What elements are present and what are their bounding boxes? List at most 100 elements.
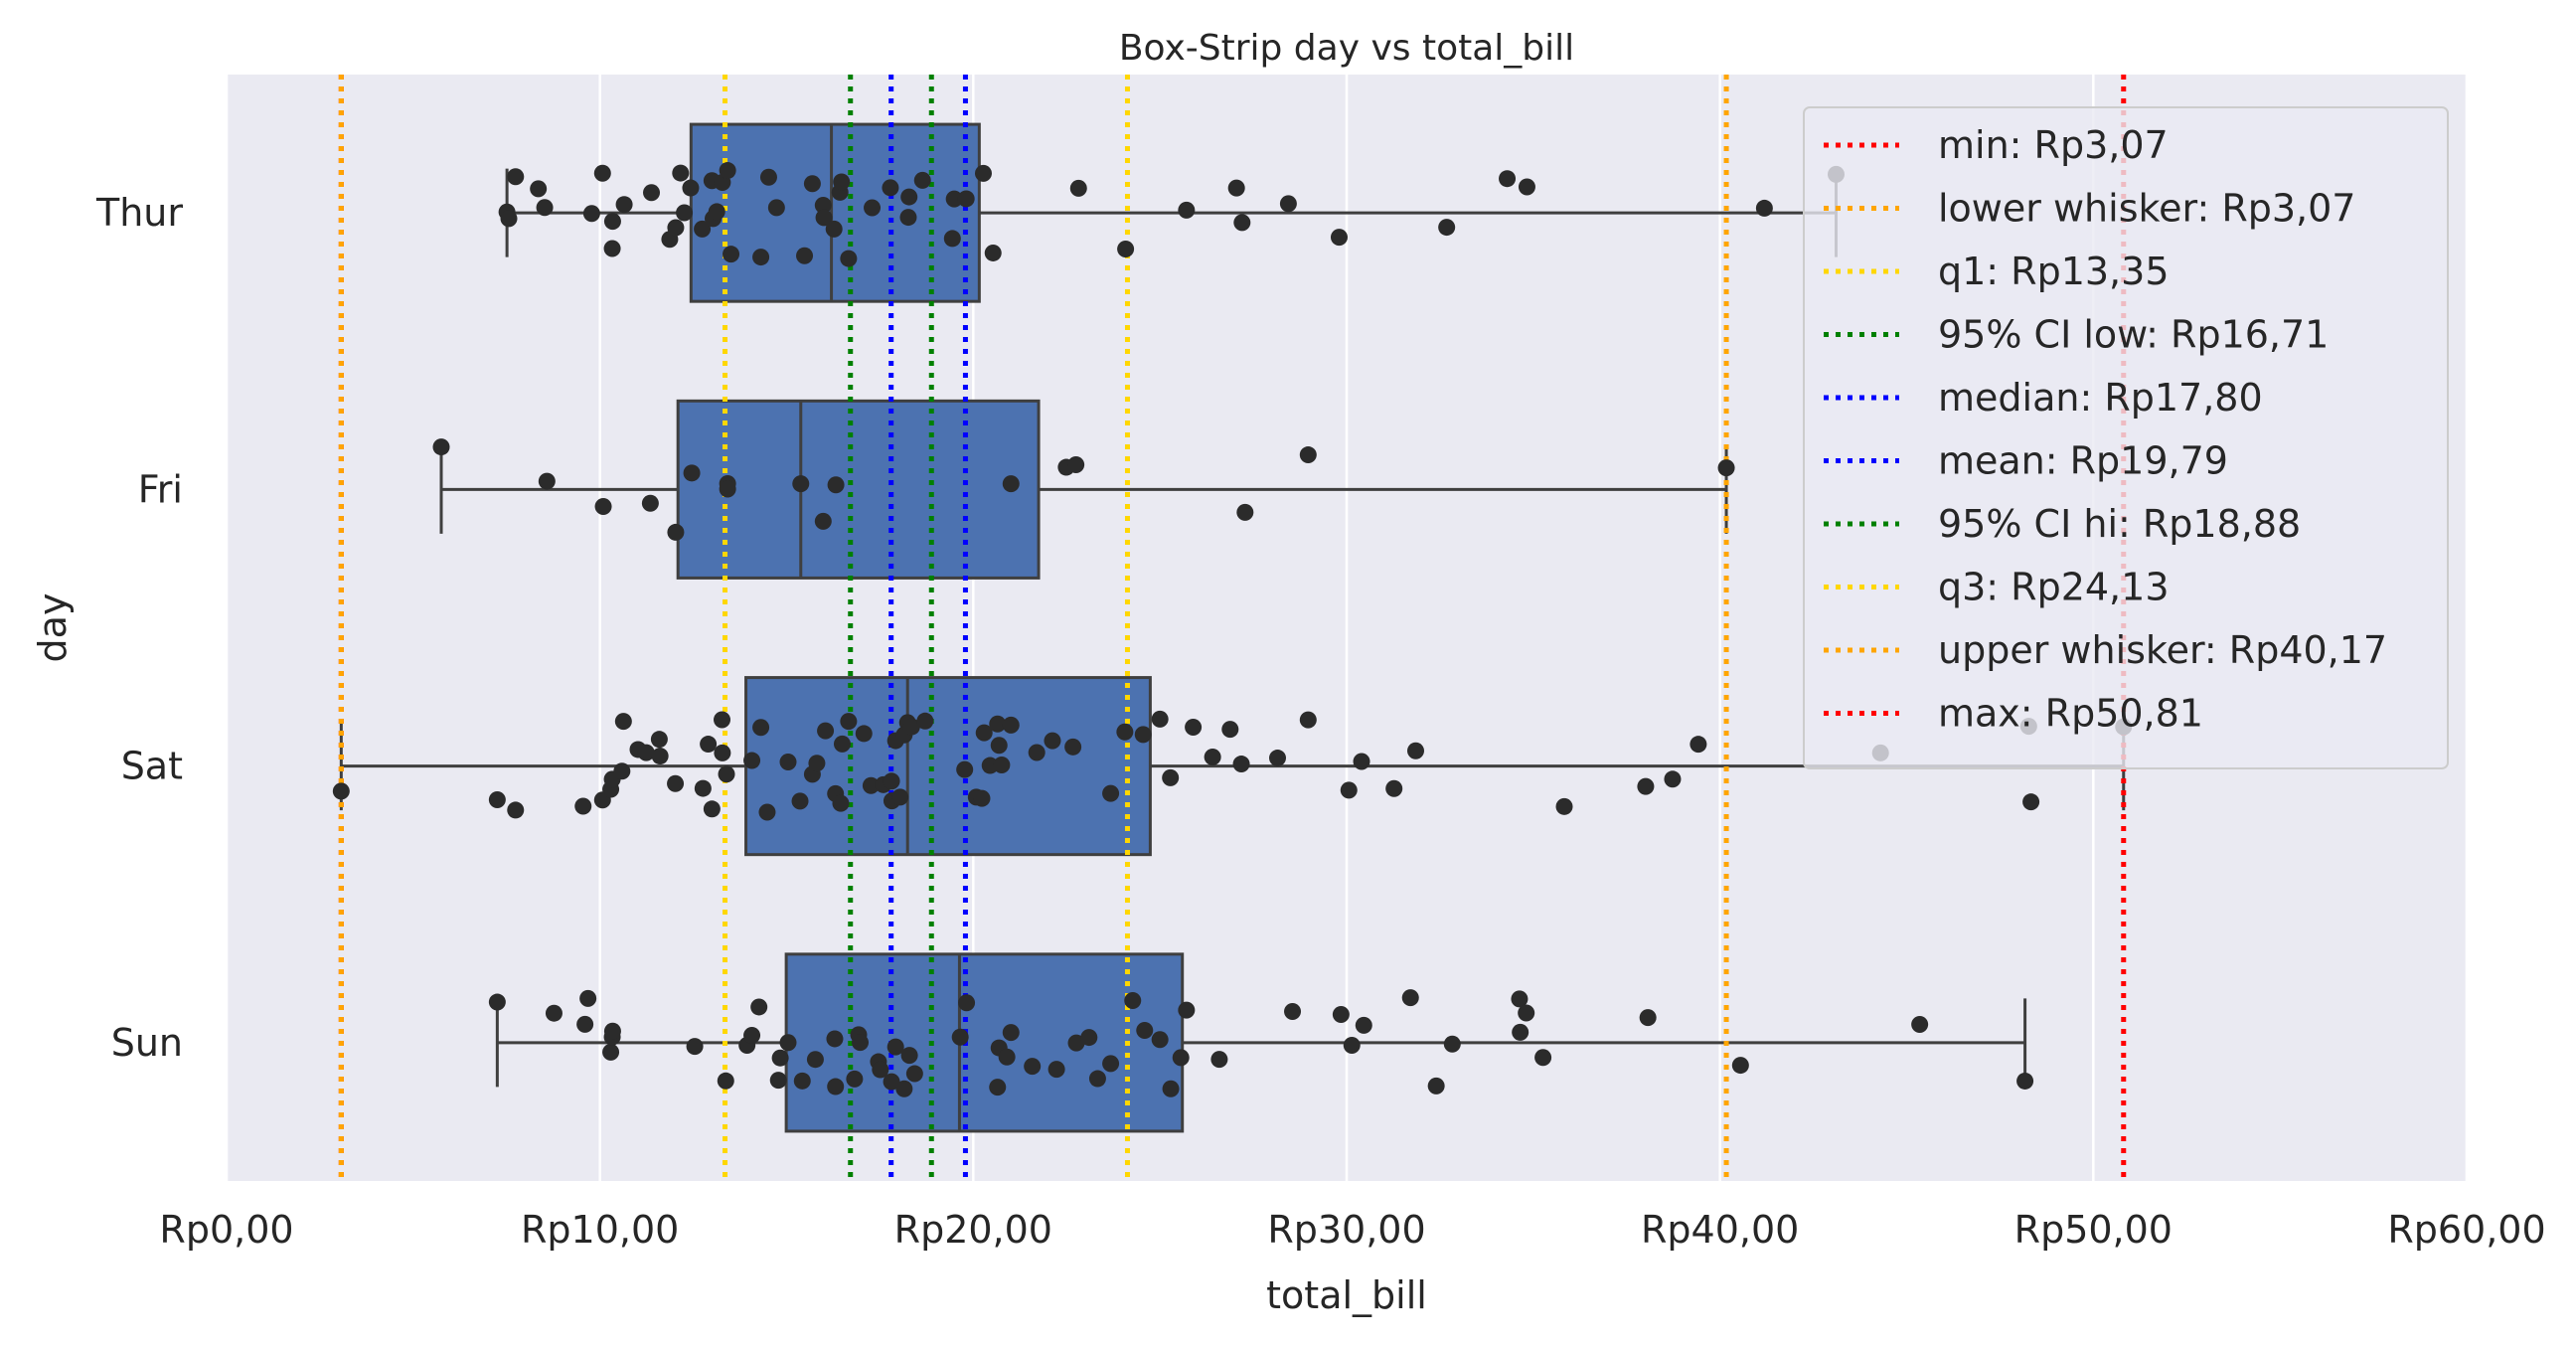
data-point <box>855 725 873 743</box>
data-point <box>913 171 931 189</box>
x-tick-label: Rp40,00 <box>1641 1208 1799 1252</box>
data-point <box>1124 991 1142 1009</box>
data-point <box>719 480 736 498</box>
data-point <box>1210 1051 1228 1069</box>
data-point <box>613 762 631 780</box>
data-point <box>815 209 833 227</box>
data-point <box>1330 229 1348 247</box>
y-tick-label: Thur <box>95 191 183 235</box>
data-point <box>998 1048 1016 1066</box>
data-point <box>1690 736 1707 754</box>
data-point <box>1002 716 1020 734</box>
x-axis-label: total_bill <box>1266 1273 1427 1317</box>
data-point <box>1534 1049 1552 1067</box>
data-point <box>1151 710 1169 728</box>
data-point <box>667 219 685 237</box>
data-point <box>791 792 809 810</box>
data-point <box>833 735 851 753</box>
data-point <box>864 199 882 217</box>
chart-title: Box-Strip day vs total_bill <box>1119 28 1574 69</box>
data-point <box>672 164 690 182</box>
y-axis-label: day <box>31 593 75 663</box>
data-point <box>951 1028 969 1046</box>
data-point <box>883 1073 900 1091</box>
x-tick-label: Rp50,00 <box>2014 1208 2173 1252</box>
data-point <box>1162 768 1180 786</box>
data-point <box>717 1072 734 1090</box>
data-point <box>796 247 814 264</box>
data-point <box>958 994 976 1012</box>
data-point <box>1024 1058 1042 1076</box>
data-point <box>752 719 770 737</box>
data-point <box>1102 784 1120 802</box>
data-point <box>956 760 974 778</box>
data-point <box>683 464 701 482</box>
data-point <box>1117 240 1135 257</box>
legend-label: mean: Rp19,79 <box>1938 439 2228 483</box>
data-point <box>1637 777 1655 795</box>
data-point <box>814 512 832 530</box>
data-point <box>1134 726 1152 744</box>
data-point <box>1717 459 1735 477</box>
data-point <box>651 748 669 765</box>
data-point <box>603 240 621 257</box>
data-point <box>1443 1035 1461 1053</box>
data-point <box>975 724 993 742</box>
legend-label: upper whisker: Rp40,17 <box>1938 628 2387 672</box>
data-point <box>719 162 736 180</box>
data-point <box>803 175 821 193</box>
data-point <box>507 801 525 819</box>
data-point <box>872 1061 889 1079</box>
data-point <box>708 203 725 221</box>
data-point <box>1279 195 1297 213</box>
data-point <box>694 220 712 238</box>
data-point <box>576 1015 594 1033</box>
data-point <box>641 494 659 512</box>
data-point <box>886 1038 904 1056</box>
data-point <box>723 246 740 263</box>
data-point <box>882 179 899 197</box>
data-point <box>989 1079 1007 1096</box>
data-point <box>899 209 917 227</box>
data-point <box>817 722 835 740</box>
data-point <box>833 173 851 191</box>
data-point <box>1284 1003 1302 1021</box>
data-point <box>703 800 721 818</box>
legend-label: 95% CI hi: Rp18,88 <box>1938 502 2301 546</box>
y-tick-label: Sat <box>121 745 183 788</box>
legend: min: Rp3,07 lower whisker: Rp3,07 q1: Rp13… <box>1803 106 2449 769</box>
data-point <box>1067 455 1085 473</box>
data-point <box>615 196 633 214</box>
legend-label: median: Rp17,80 <box>1938 376 2263 420</box>
y-axis-ticks: Thur Fri Sat Sun <box>95 191 183 1065</box>
data-point <box>714 744 731 761</box>
data-point <box>989 715 1007 733</box>
data-point <box>488 791 506 809</box>
data-point <box>1731 1057 1749 1075</box>
strip-points <box>332 162 2133 1097</box>
data-point <box>808 755 826 772</box>
data-point <box>943 230 961 248</box>
data-point <box>902 718 920 736</box>
data-point <box>945 190 963 208</box>
x-tick-label: Rp0,00 <box>159 1208 293 1252</box>
data-point <box>1499 170 1517 188</box>
data-point <box>1911 1015 1929 1033</box>
data-point <box>806 1051 824 1069</box>
data-point <box>1639 1009 1657 1027</box>
data-point <box>769 1072 787 1090</box>
data-point <box>1151 1031 1169 1049</box>
data-point <box>1236 503 1254 521</box>
data-point <box>686 1038 704 1056</box>
data-point <box>750 998 768 1016</box>
box-sun <box>784 952 1185 1133</box>
data-point <box>700 736 718 754</box>
legend-label: lower whisker: Rp3,07 <box>1938 187 2356 231</box>
data-point <box>530 180 548 198</box>
box-thur <box>689 122 981 303</box>
data-point <box>1002 1024 1020 1042</box>
data-point <box>667 774 685 792</box>
data-point <box>1221 721 1239 739</box>
data-point <box>840 250 858 267</box>
